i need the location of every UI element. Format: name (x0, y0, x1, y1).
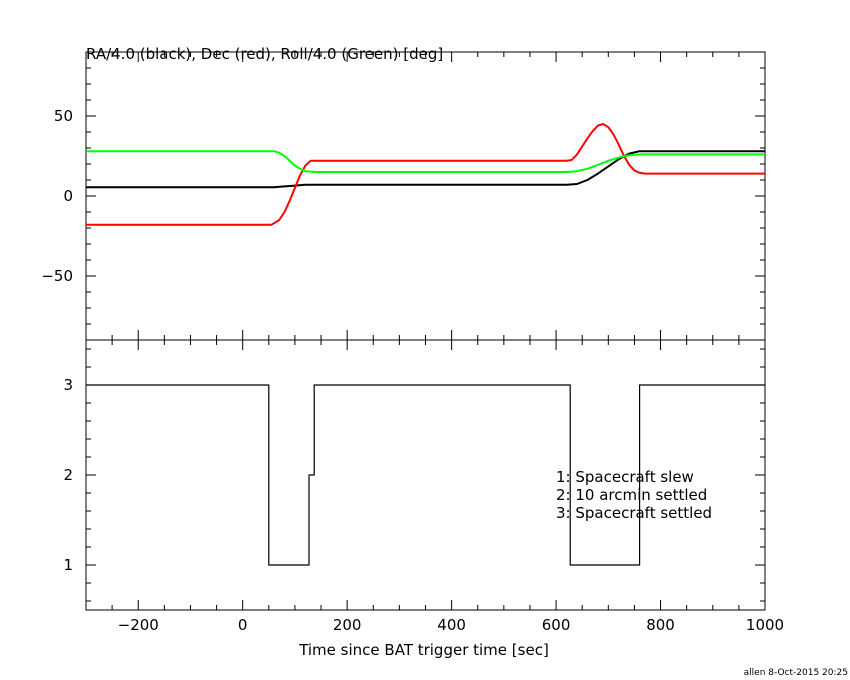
y-tick-label: −50 (41, 267, 73, 285)
legend-item: 2: 10 arcmin settled (556, 486, 707, 504)
y-tick-label: 0 (63, 187, 73, 205)
x-axis-label: Time since BAT trigger time [sec] (298, 641, 549, 659)
series-line (86, 384, 765, 566)
settle-status-panel: −200 0 200 400 600 800 1000 1 2 3 (63, 339, 784, 634)
x-tick-label: 600 (542, 616, 571, 634)
plot-frame (85, 51, 766, 341)
x-tick-label: 400 (437, 616, 466, 634)
series-line (86, 123, 765, 226)
chart-title: RA/4.0 (black), Dec (red), Roll/4.0 (Gre… (86, 45, 443, 63)
legend-item: 3: Spacecraft settled (556, 504, 712, 522)
series-line (86, 150, 765, 173)
series-line (86, 150, 765, 189)
x-tick-label: 200 (333, 616, 362, 634)
y-tick-label: 50 (54, 107, 73, 125)
x-tick-label: 1000 (746, 616, 784, 634)
legend-item: 1: Spacecraft slew (556, 468, 694, 486)
attitude-panel: −50 0 50 (41, 51, 766, 341)
y-tick-label: 2 (63, 466, 73, 484)
credit-text: allen 8-Oct-2015 20:25 (744, 668, 848, 678)
y-tick-label: 1 (63, 556, 73, 574)
x-tick-label: 0 (238, 616, 248, 634)
y-tick-label: 3 (63, 376, 73, 394)
x-tick-label: −200 (118, 616, 159, 634)
x-tick-label: 800 (646, 616, 675, 634)
